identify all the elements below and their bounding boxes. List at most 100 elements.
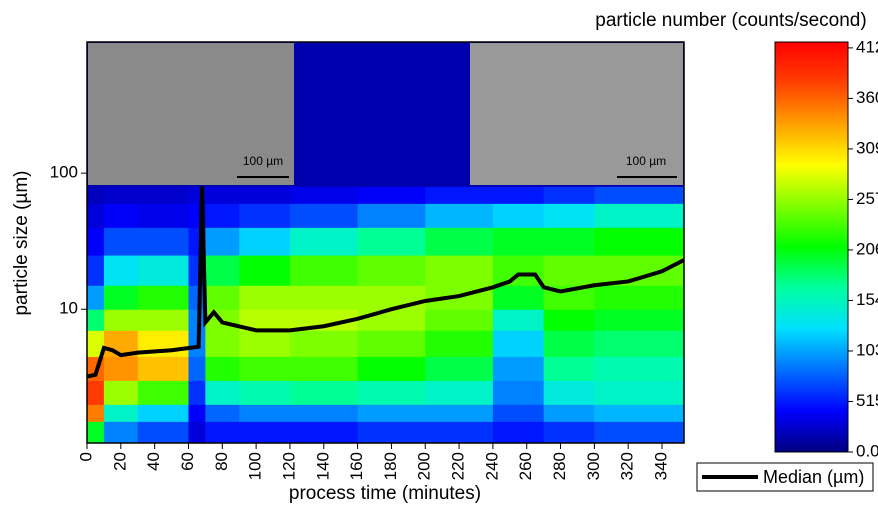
heat-cell: [594, 203, 685, 228]
heat-cell: [357, 309, 426, 331]
heat-cell: [239, 186, 291, 204]
heat-cell: [425, 186, 494, 204]
heat-cell: [357, 380, 426, 405]
scale-label: 100 µm: [626, 154, 666, 168]
heat-cell: [103, 404, 139, 422]
heat-cell: [492, 186, 545, 204]
heat-cell: [492, 404, 545, 422]
heat-cell: [543, 186, 595, 204]
heat-cell: [87, 203, 105, 228]
x-tick-label: 0: [76, 452, 95, 461]
heat-cell: [137, 404, 189, 422]
x-tick-label: 260: [516, 452, 535, 480]
heat-cell: [103, 186, 139, 204]
x-tick-label: 20: [110, 452, 129, 471]
heat-cell: [239, 309, 291, 331]
x-tick-label: 240: [482, 452, 501, 480]
heat-cell: [137, 203, 189, 228]
heat-cell: [357, 42, 426, 187]
heat-cell: [289, 255, 359, 286]
heat-cell: [103, 309, 139, 331]
colorbar-title: particle number (counts/second): [595, 10, 866, 31]
heat-cell: [289, 309, 359, 331]
heat-cell: [594, 380, 685, 405]
legend-label: Median (µm): [763, 467, 864, 487]
heat-cell: [87, 186, 105, 204]
heat-cell: [87, 380, 105, 405]
heat-cell: [205, 380, 240, 405]
heat-cell: [543, 404, 595, 422]
heat-cell: [205, 203, 240, 228]
heat-cell: [103, 356, 139, 381]
heat-cell: [289, 421, 359, 444]
heat-cell: [205, 255, 240, 286]
heat-cell: [87, 421, 105, 444]
heat-cell: [594, 285, 685, 310]
heat-cell: [357, 255, 426, 286]
heat-cell: [357, 285, 426, 310]
heat-cell: [357, 330, 426, 357]
heat-cell: [289, 227, 359, 256]
heat-cell: [594, 186, 685, 204]
heat-cell: [188, 421, 206, 444]
heat-cell: [188, 404, 206, 422]
heat-cell: [543, 203, 595, 228]
heat-cell: [594, 421, 685, 444]
heat-cell: [103, 285, 139, 310]
heat-cell: [425, 356, 494, 381]
heat-cell: [137, 186, 189, 204]
x-axis-title: process time (minutes): [289, 483, 481, 504]
heat-cell: [425, 404, 494, 422]
heat-cell: [87, 285, 105, 310]
heat-cell: [357, 227, 426, 256]
heat-cell: [289, 404, 359, 422]
colorbar-tick-label: 2575: [856, 189, 878, 208]
heat-cell: [205, 285, 240, 310]
x-tick-label: 320: [618, 452, 637, 480]
heat-cell: [205, 330, 240, 357]
heat-cell: [543, 356, 595, 381]
heat-cell: [103, 255, 139, 286]
heat-cell: [239, 421, 291, 444]
heat-cell: [357, 186, 426, 204]
heat-cell: [87, 255, 105, 286]
x-tick-label: 220: [449, 452, 468, 480]
colorbar-tick-label: 3605: [856, 88, 878, 107]
heat-cell: [594, 404, 685, 422]
heat-cell: [289, 42, 359, 187]
heat-cell: [137, 309, 189, 331]
heat-cell: [425, 330, 494, 357]
heat-cell: [594, 356, 685, 381]
colorbar-tick-label: 1545: [856, 290, 878, 309]
heat-cell: [137, 421, 189, 444]
micrograph: [470, 43, 683, 185]
heat-cell: [239, 380, 291, 405]
y-tick-label: 100: [50, 163, 78, 182]
plot-frame: [86, 41, 685, 444]
colorbar-tick-label: 4120: [856, 37, 878, 56]
heat-cell: [239, 330, 291, 357]
heat-cell: [239, 227, 291, 256]
heat-cell: [543, 227, 595, 256]
heat-cell: [239, 356, 291, 381]
x-tick-label: 280: [550, 452, 569, 480]
heat-cell: [289, 330, 359, 357]
x-tick-label: 200: [415, 452, 434, 480]
heat-cell: [137, 380, 189, 405]
heat-cell: [205, 421, 240, 444]
heat-cell: [87, 330, 105, 357]
heat-cell: [188, 380, 206, 405]
heat-cell: [543, 380, 595, 405]
heat-cell: [594, 227, 685, 256]
heat-cell: [425, 203, 494, 228]
heat-cell: [289, 285, 359, 310]
heat-cell: [492, 285, 545, 310]
heat-cell: [103, 421, 139, 444]
colorbar-tick-label: 3090: [856, 138, 878, 157]
heat-cell: [543, 421, 595, 444]
x-tick-label: 100: [246, 452, 265, 480]
heat-cell: [289, 203, 359, 228]
heat-cell: [103, 380, 139, 405]
heat-cell: [205, 186, 240, 204]
